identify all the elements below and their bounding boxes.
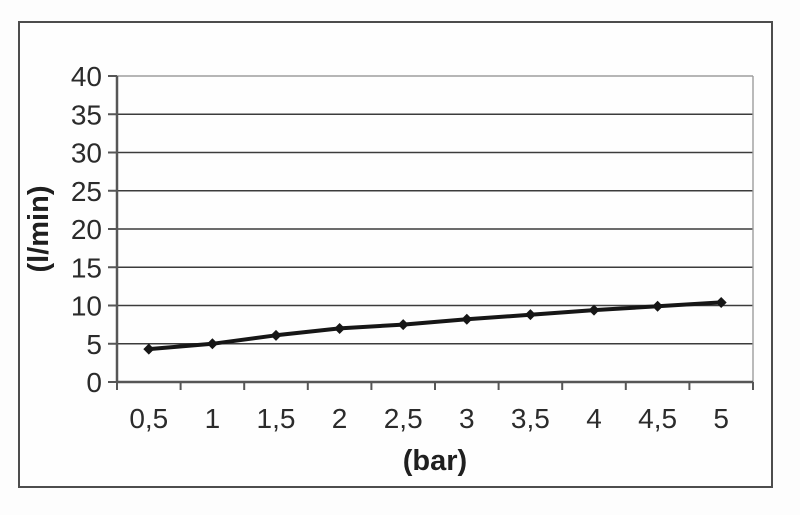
x-axis-title: (bar) <box>403 445 467 477</box>
x-tick-label: 2,5 <box>384 403 423 434</box>
x-tick-label: 4 <box>586 403 602 434</box>
series-line <box>146 300 724 352</box>
data-point-marker <box>270 329 282 341</box>
data-point-marker <box>206 338 218 350</box>
data-point-marker <box>652 300 664 312</box>
x-tick-label: 3,5 <box>511 403 550 434</box>
data-point-marker <box>588 304 600 316</box>
data-point-marker <box>524 309 536 321</box>
chart-frame <box>18 21 773 488</box>
x-tick-label: 0,5 <box>129 403 168 434</box>
x-tick-label: 4,5 <box>638 403 677 434</box>
data-point-marker <box>715 296 727 308</box>
x-tick-label: 5 <box>713 403 729 434</box>
y-tick-label: 35 <box>71 99 102 130</box>
y-tick-label: 20 <box>71 214 102 245</box>
y-tick-label: 15 <box>71 252 102 283</box>
data-point-marker <box>334 322 346 334</box>
y-tick-label: 5 <box>86 329 102 360</box>
x-tick-label: 1,5 <box>257 403 296 434</box>
y-tick-label: 40 <box>71 61 102 92</box>
y-axis-title: (l/min) <box>23 186 55 273</box>
x-tick-label: 1 <box>205 403 221 434</box>
y-tick-label: 0 <box>86 367 102 398</box>
data-point-marker <box>143 343 155 355</box>
y-tick-label: 30 <box>71 138 102 169</box>
data-point-marker <box>461 313 473 325</box>
x-tick-label: 2 <box>332 403 348 434</box>
x-tick-label: 3 <box>459 403 475 434</box>
y-tick-label: 25 <box>71 176 102 207</box>
data-point-marker <box>397 319 409 331</box>
y-tick-label: 10 <box>71 291 102 322</box>
